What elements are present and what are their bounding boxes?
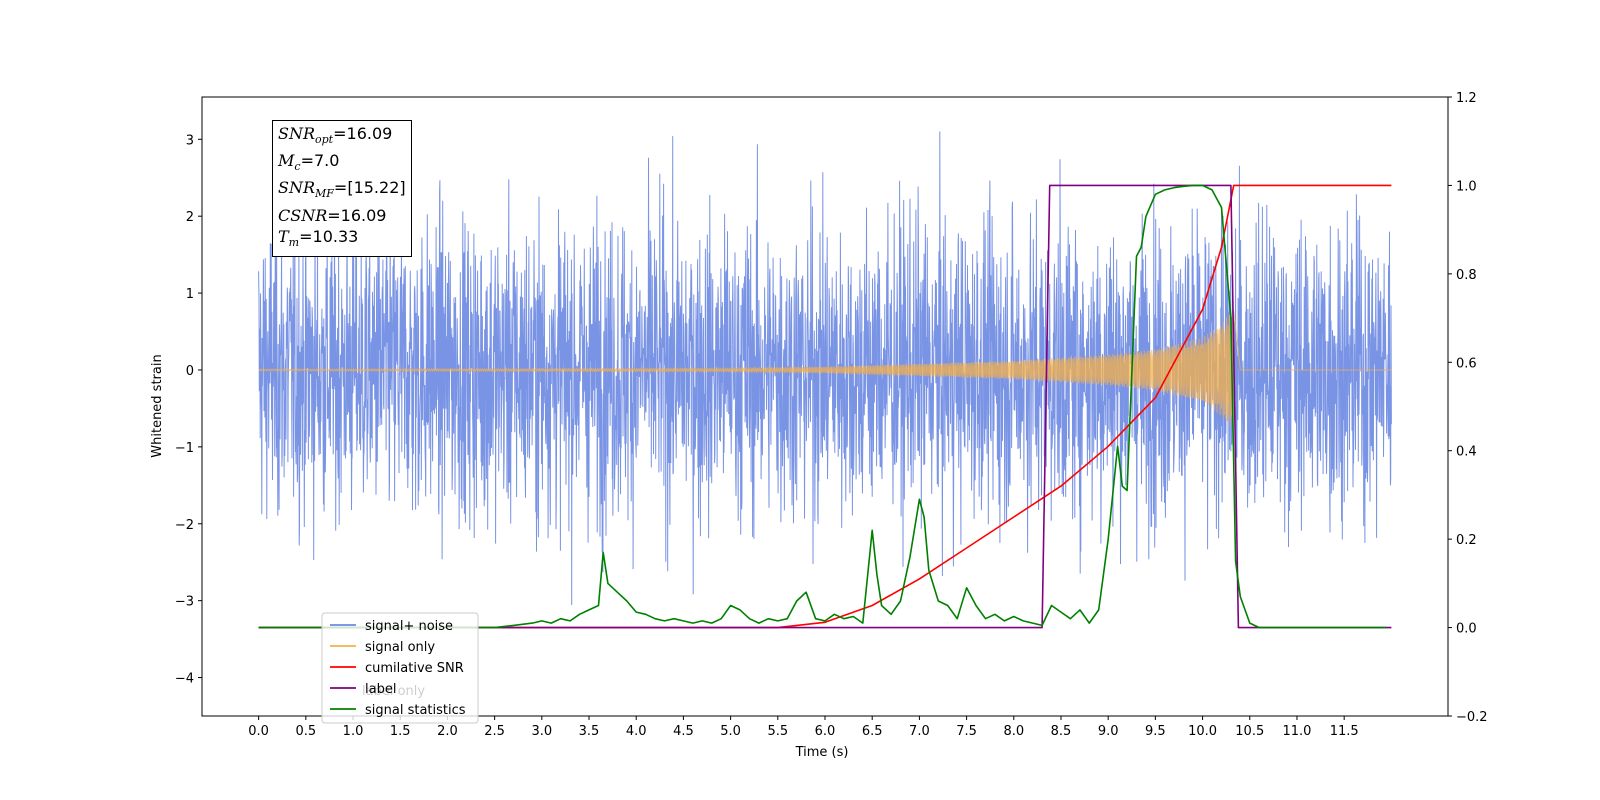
x-tick-label: 3.0	[531, 724, 552, 739]
y-axis-left: 3 2 1 0 −1 −2 −3 −4	[175, 133, 202, 687]
y-tick-label: −4	[175, 672, 194, 687]
annotation-box: SNRopt=16.09 Mc=7.0 SNRMF=[15.22] CSNR=16.0…	[272, 120, 412, 257]
x-tick-label: 8.5	[1051, 724, 1072, 739]
x-tick-label: 9.0	[1098, 724, 1119, 739]
legend-ghost-label: label only	[362, 684, 425, 699]
x-tick-label: 4.0	[626, 724, 647, 739]
x-tick-label: 7.0	[909, 724, 930, 739]
y-tick-label: 3	[186, 133, 194, 148]
y-axis-right: 1.2 1.0 0.8 0.6 0.4 0.2 0.0 −0.2	[1448, 91, 1488, 725]
y2-tick-label: 0.6	[1456, 356, 1477, 371]
x-axis: 0.0 0.5 1.0 1.5 2.0 2.5 3.0 3.5 4.0 4.5 5.0 5.5 6.0 6…	[248, 716, 1359, 739]
legend-label: signal statistics	[365, 703, 466, 718]
y2-tick-label: 1.2	[1456, 91, 1477, 106]
y2-tick-label: 1.0	[1456, 179, 1477, 194]
y2-tick-label: 0.8	[1456, 268, 1477, 283]
x-tick-label: 5.0	[720, 724, 741, 739]
plot-series	[258, 131, 1392, 629]
x-tick-label: 11.5	[1330, 724, 1359, 739]
series-signal-only	[258, 310, 1392, 431]
x-tick-label: 4.5	[673, 724, 694, 739]
x-tick-label: 6.0	[815, 724, 836, 739]
x-tick-label: 3.5	[579, 724, 600, 739]
x-tick-label: 1.0	[343, 724, 364, 739]
x-tick-label: 7.5	[956, 724, 977, 739]
legend: label only signal+ noise signal only cumila…	[321, 612, 479, 724]
annotation-line: SNRopt=16.09	[278, 124, 393, 147]
legend-label: label	[365, 682, 396, 697]
x-tick-label: 6.5	[862, 724, 883, 739]
x-tick-label: 0.5	[295, 724, 316, 739]
annotation-line: CSNR=16.09	[278, 205, 387, 225]
x-tick-label: 11.0	[1282, 724, 1311, 739]
x-tick-label: 10.0	[1188, 724, 1217, 739]
y2-tick-label: 0.4	[1456, 445, 1477, 460]
x-tick-label: 2.0	[437, 724, 458, 739]
legend-box	[321, 612, 479, 724]
legend-label: cumilative SNR	[365, 661, 464, 676]
y-tick-label: −1	[175, 441, 194, 456]
annotation-line: Tm=10.33	[278, 226, 359, 249]
y2-tick-label: 0.2	[1456, 533, 1477, 548]
series-signal-statistics	[258, 184, 1387, 629]
y-tick-label: 2	[186, 210, 194, 225]
annotation-line: SNRMF=[15.22]	[278, 178, 406, 201]
y-tick-label: −3	[175, 595, 194, 610]
x-tick-label: 5.5	[767, 724, 788, 739]
legend-label: signal+ noise	[365, 619, 453, 634]
x-tick-label: 2.5	[484, 724, 505, 739]
y-tick-label: −2	[175, 518, 194, 533]
x-tick-label: 0.0	[248, 724, 269, 739]
x-axis-label: Time (s)	[795, 745, 849, 760]
y-tick-label: 1	[186, 287, 194, 302]
x-tick-label: 10.5	[1235, 724, 1264, 739]
annotation-line: Mc=7.0	[278, 151, 340, 174]
legend-label: signal only	[365, 640, 435, 655]
y-axis-label: Whitened strain	[150, 354, 165, 457]
x-tick-label: 1.5	[390, 724, 411, 739]
y2-tick-label: 0.0	[1456, 622, 1477, 637]
y2-tick-label: −0.2	[1456, 710, 1488, 725]
x-tick-label: 8.0	[1003, 724, 1024, 739]
series-signal-noise	[258, 131, 1392, 606]
y-tick-label: 0	[186, 364, 194, 379]
x-tick-label: 9.5	[1145, 724, 1166, 739]
